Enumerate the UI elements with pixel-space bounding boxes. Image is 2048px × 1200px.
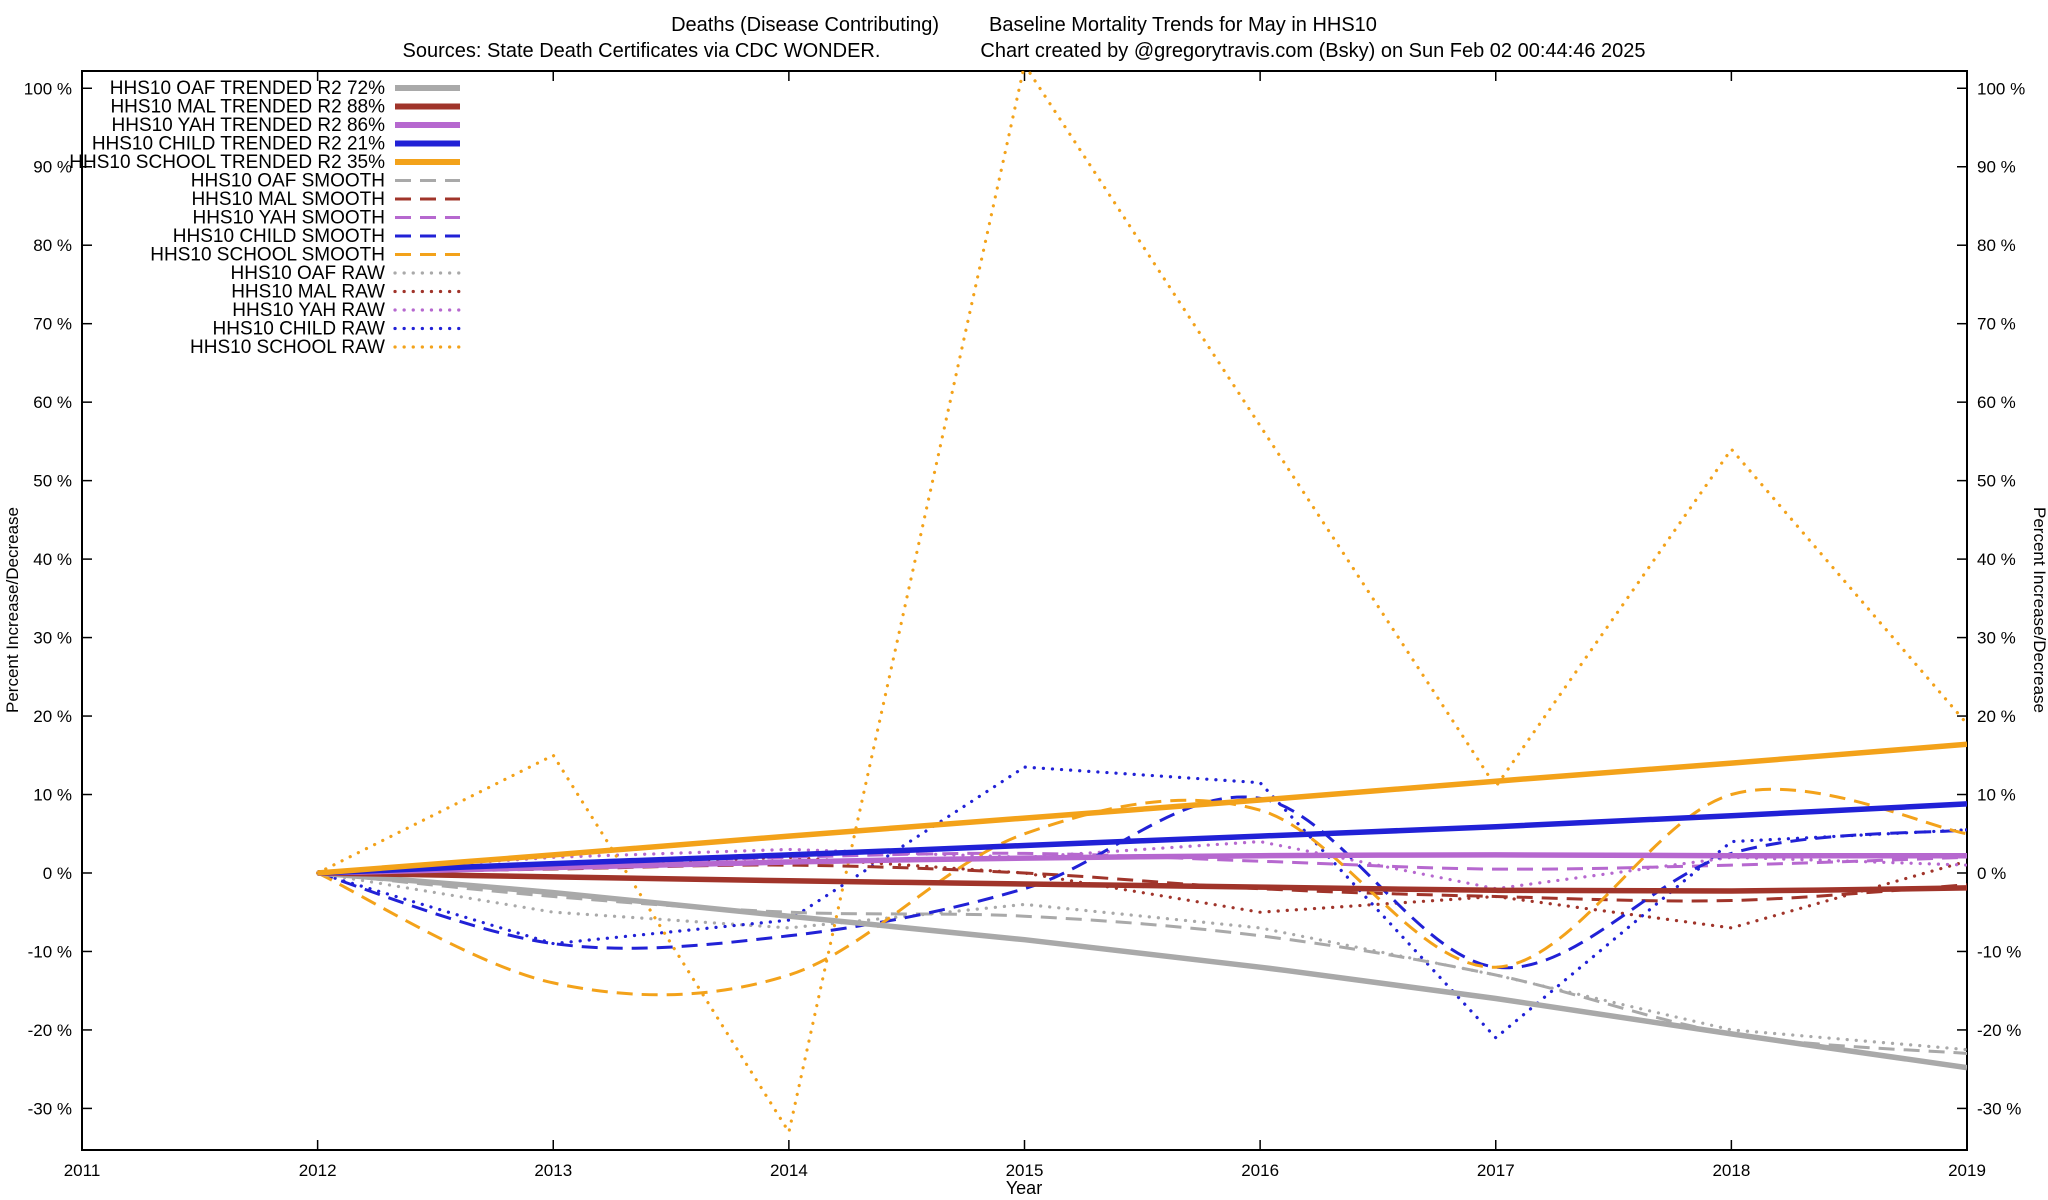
y-tick-label-left: 50 % <box>33 472 72 491</box>
legend-item: HHS10 OAF TRENDED R2 72% <box>110 78 460 99</box>
x-tick-label: 2019 <box>1948 1161 1986 1180</box>
x-tick-label: 2015 <box>1006 1161 1044 1180</box>
legend-item: HHS10 YAH TRENDED R2 86% <box>112 115 460 136</box>
series-hhs10-child-raw <box>316 765 1967 1040</box>
axis-ticks <box>81 71 1968 1150</box>
series-lines <box>316 71 1967 1134</box>
series-hhs10-mal-trended-r2-88 <box>317 870 1967 894</box>
y-tick-label-left: 70 % <box>33 315 72 334</box>
y-tick-label-right: 40 % <box>1977 550 2016 569</box>
y-tick-label-right: -20 % <box>1977 1021 2021 1040</box>
plot-border <box>81 70 1968 1151</box>
y-tick-label-left: -30 % <box>28 1099 72 1118</box>
y-tick-label-right: -30 % <box>1977 1099 2021 1118</box>
y-tick-label-left: 0 % <box>43 864 72 883</box>
legend-label: HHS10 MAL SMOOTH <box>191 189 385 210</box>
y-tick-label-right: 30 % <box>1977 629 2016 648</box>
y-tick-label-left: -20 % <box>28 1021 72 1040</box>
legend-item: HHS10 MAL SMOOTH <box>191 189 460 210</box>
y-tick-label-right: 20 % <box>1977 707 2016 726</box>
x-tick-label: 2017 <box>1477 1161 1515 1180</box>
y-tick-label-right: 0 % <box>1977 864 2006 883</box>
legend-label: HHS10 YAH RAW <box>232 300 385 321</box>
x-tick-label: 2018 <box>1712 1161 1750 1180</box>
y-tick-label-right: -10 % <box>1977 942 2021 961</box>
y-tick-label-left: 20 % <box>33 707 72 726</box>
series-hhs10-child-trended-r2-21 <box>317 801 1967 876</box>
legend-item: HHS10 OAF RAW <box>231 263 462 284</box>
plot-area: -30 % -30 % -20 % -20 % -10 % -10 % 0 % 0 % 10 %… <box>24 70 2025 1180</box>
series-hhs10-mal-raw <box>316 855 1967 930</box>
legend-label: HHS10 CHILD SMOOTH <box>173 226 385 247</box>
y-tick-label-left: 90 % <box>33 158 72 177</box>
x-tick-label: 2013 <box>534 1161 572 1180</box>
legend-item: HHS10 YAH SMOOTH <box>192 208 460 229</box>
legend-item: HHS10 CHILD SMOOTH <box>173 226 460 247</box>
axis-tick-labels: -30 % -30 % -20 % -20 % -10 % -10 % 0 % 0 % 10 %… <box>24 79 2025 1180</box>
chart-credit-text: Chart created by @gregorytravis.com (Bsk… <box>980 40 1646 62</box>
y-tick-label-right: 10 % <box>1977 786 2016 805</box>
legend-label: HHS10 SCHOOL TRENDED R2 35% <box>69 152 385 173</box>
legend-label: HHS10 SCHOOL RAW <box>190 337 385 358</box>
y-tick-label-right: 90 % <box>1977 158 2016 177</box>
y-axis-label-right: Percent Increase/Decrease <box>2030 507 2048 713</box>
series-hhs10-oaf-smooth <box>317 871 1967 1055</box>
legend-label: HHS10 OAF SMOOTH <box>191 171 385 192</box>
chart-title-line: Deaths (Disease Contributing) Baseline M… <box>0 14 2048 37</box>
y-tick-label-right: 80 % <box>1977 236 2016 255</box>
y-tick-label-left: 30 % <box>33 629 72 648</box>
chart-subtitle-line: Sources: State Death Certificates via CD… <box>0 40 2048 63</box>
legend-label: HHS10 YAH TRENDED R2 86% <box>112 115 386 136</box>
y-tick-label-right: 70 % <box>1977 315 2016 334</box>
y-axis-label-left: Percent Increase/Decrease <box>3 507 22 713</box>
series-hhs10-oaf-trended-r2-72 <box>317 870 1967 1071</box>
chart-source-text: Sources: State Death Certificates via CD… <box>402 40 881 62</box>
y-tick-label-left: -10 % <box>28 942 72 961</box>
y-tick-label-left: 40 % <box>33 550 72 569</box>
legend-label: HHS10 OAF TRENDED R2 72% <box>110 78 385 99</box>
y-tick-label-right: 60 % <box>1977 393 2016 412</box>
legend-label: HHS10 OAF RAW <box>231 263 386 284</box>
legend-item: HHS10 SCHOOL RAW <box>190 337 462 358</box>
x-axis-label: Year <box>1006 1178 1042 1198</box>
y-tick-label-left: 60 % <box>33 393 72 412</box>
x-tick-label: 2014 <box>770 1161 808 1180</box>
series-hhs10-yah-raw <box>316 840 1967 891</box>
series-hhs10-school-raw <box>316 71 1967 1134</box>
legend-label: HHS10 MAL TRENDED R2 88% <box>110 97 385 118</box>
y-tick-label-right: 100 % <box>1977 79 2025 98</box>
chart-title-subject: Baseline Mortality Trends for May in HHS… <box>988 14 1377 36</box>
legend-item: HHS10 SCHOOL TRENDED R2 35% <box>69 152 460 173</box>
legend-label: HHS10 YAH SMOOTH <box>192 208 385 229</box>
y-tick-label-right: 50 % <box>1977 472 2016 491</box>
legend-label: HHS10 SCHOOL SMOOTH <box>150 245 385 266</box>
x-tick-label: 2012 <box>299 1161 337 1180</box>
chart-title: Deaths (Disease Contributing) <box>671 14 939 36</box>
legend-item: HHS10 CHILD TRENDED R2 21% <box>92 134 460 155</box>
y-tick-label-left: 10 % <box>33 786 72 805</box>
y-tick-label-left: 100 % <box>24 79 72 98</box>
legend-item: HHS10 YAH RAW <box>232 300 462 321</box>
legend-item: HHS10 MAL RAW <box>231 282 462 303</box>
legend-item: HHS10 SCHOOL SMOOTH <box>150 245 460 266</box>
series-hhs10-school-trended-r2-35 <box>317 741 1967 876</box>
legend-label: HHS10 CHILD RAW <box>213 319 386 340</box>
legend: HHS10 OAF TRENDED R2 72%HHS10 MAL TRENDE… <box>69 78 462 358</box>
x-tick-label: 2016 <box>1241 1161 1279 1180</box>
legend-label: HHS10 MAL RAW <box>231 282 385 303</box>
series-hhs10-child-smooth <box>317 795 1967 970</box>
legend-label: HHS10 CHILD TRENDED R2 21% <box>92 134 385 155</box>
legend-item: HHS10 OAF SMOOTH <box>191 171 460 192</box>
x-tick-label: 2011 <box>64 1161 101 1180</box>
legend-item: HHS10 MAL TRENDED R2 88% <box>110 97 460 118</box>
series-hhs10-yah-trended-r2-86 <box>317 852 1967 876</box>
y-tick-label-left: 80 % <box>33 236 72 255</box>
legend-item: HHS10 CHILD RAW <box>213 319 462 340</box>
